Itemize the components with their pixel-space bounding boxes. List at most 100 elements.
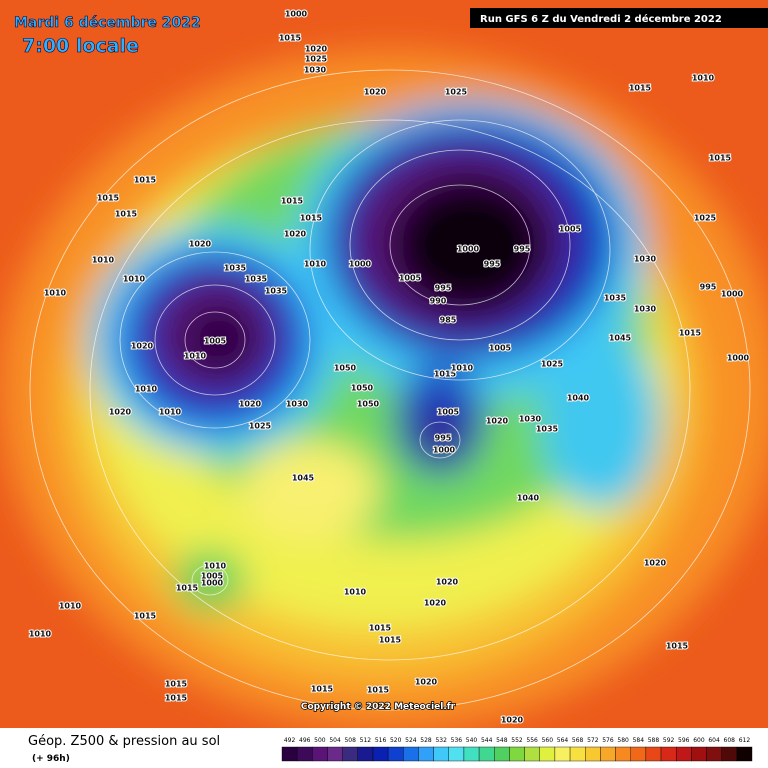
pressure-label: 1000	[201, 579, 224, 588]
pressure-label: 1035	[245, 275, 268, 284]
pressure-label: 1035	[604, 294, 627, 303]
pressure-label: 1015	[281, 197, 304, 206]
pressure-label: 1015	[369, 624, 392, 633]
pressure-label: 1000	[727, 354, 750, 363]
scale-swatch	[312, 746, 328, 762]
pressure-label: 1025	[249, 422, 272, 431]
scale-swatch	[539, 746, 556, 762]
scale-swatch	[418, 746, 434, 762]
scale-swatch	[736, 746, 753, 762]
scale-swatch	[691, 746, 707, 762]
scale-label: 604	[708, 737, 720, 744]
pressure-label: 1010	[344, 588, 367, 597]
scale-label: 496	[299, 737, 311, 744]
scale-label: 572	[587, 737, 599, 744]
pressure-label: 1010	[451, 364, 474, 373]
pressure-label: 1005	[489, 344, 512, 353]
pressure-label: 1005	[204, 337, 227, 346]
scale-swatch	[585, 746, 601, 762]
pressure-label: 1015	[176, 584, 199, 593]
scale-swatch	[615, 746, 631, 762]
pressure-label: 990	[430, 297, 447, 306]
pressure-label: 1015	[629, 84, 652, 93]
scale-label: 520	[390, 737, 402, 744]
pressure-label: 1005	[201, 572, 224, 581]
scale-label: 564	[557, 737, 569, 744]
scale-swatch	[706, 746, 722, 762]
pressure-label: 1015	[679, 329, 702, 338]
scale-label: 536	[451, 737, 463, 744]
scale-swatch	[372, 746, 389, 762]
pressure-label: 1005	[559, 225, 582, 234]
scale-label: 600	[693, 737, 705, 744]
scale-label: 596	[678, 737, 690, 744]
pressure-label: 1015	[134, 176, 157, 185]
pressure-label: 1015	[434, 370, 457, 379]
pressure-label: 1010	[159, 408, 182, 417]
pressure-label: 995	[484, 260, 501, 269]
scale-label: 592	[663, 737, 675, 744]
scale-swatch	[675, 746, 692, 762]
pressure-label: 1020	[189, 240, 212, 249]
scale-swatch	[494, 746, 510, 762]
pressure-label: 1010	[59, 602, 82, 611]
pressure-label: 1015	[279, 34, 302, 43]
pressure-label: 1015	[97, 194, 120, 203]
pressure-label: 1010	[92, 256, 115, 265]
pressure-label: 1030	[304, 66, 327, 75]
pressure-label: 1005	[399, 274, 422, 283]
scale-label: 612	[739, 737, 751, 744]
pressure-label: 1030	[286, 400, 309, 409]
pressure-label: 1020	[644, 559, 667, 568]
scale-swatch	[509, 746, 525, 762]
pressure-label: 1025	[445, 88, 468, 97]
footer-lead: (+ 96h)	[32, 754, 70, 764]
pressure-label: 1015	[134, 612, 157, 621]
pressure-label: 1020	[415, 678, 438, 687]
pressure-label: 1025	[694, 214, 717, 223]
pressure-label: 1015	[367, 686, 390, 695]
scale-label: 512	[360, 737, 372, 744]
pressure-label: 1010	[692, 74, 715, 83]
pressure-label: 1010	[304, 260, 327, 269]
scale-label: 504	[329, 737, 341, 744]
pressure-label: 1035	[265, 287, 288, 296]
scale-label: 584	[633, 737, 645, 744]
pressure-label: 1030	[634, 255, 657, 264]
scale-label: 516	[375, 737, 387, 744]
pressure-label: 1015	[666, 642, 689, 651]
pressure-label: 1010	[29, 630, 52, 639]
copyright: Copyright © 2022 Meteociel.fr	[301, 702, 456, 712]
scale-swatch	[403, 746, 419, 762]
pressure-label: 1020	[364, 88, 387, 97]
scale-label: 544	[481, 737, 493, 744]
scale-swatch	[478, 746, 495, 762]
scale-swatch	[327, 746, 343, 762]
pressure-label: 1020	[486, 417, 509, 426]
pressure-label: 1020	[239, 400, 262, 409]
scale-swatch	[387, 746, 404, 762]
scale-label: 524	[405, 737, 417, 744]
pressure-label: 1045	[609, 334, 632, 343]
color-scale: 492 496 500 504 508 512 516 520 524 528 532 536 540 5…	[281, 737, 753, 762]
pressure-label: 1035	[536, 425, 559, 434]
pressure-label: 1050	[334, 364, 357, 373]
pressure-label: 1000	[433, 446, 456, 455]
pressure-label: 1015	[165, 680, 188, 689]
pressure-label: 985	[440, 316, 457, 325]
pressure-label: 1025	[305, 55, 328, 64]
pressure-label: 1020	[501, 716, 524, 725]
pressure-label: 1040	[517, 494, 540, 503]
scale-label: 548	[496, 737, 508, 744]
pressure-label: 1010	[184, 352, 207, 361]
pressure-label: 995	[435, 434, 452, 443]
pressure-label: 1010	[123, 275, 146, 284]
scale-swatch	[569, 746, 586, 762]
pressure-label: 1015	[115, 210, 138, 219]
scale-label: 580	[617, 737, 629, 744]
pressure-label: 1020	[284, 230, 307, 239]
pressure-label: 1010	[135, 385, 158, 394]
